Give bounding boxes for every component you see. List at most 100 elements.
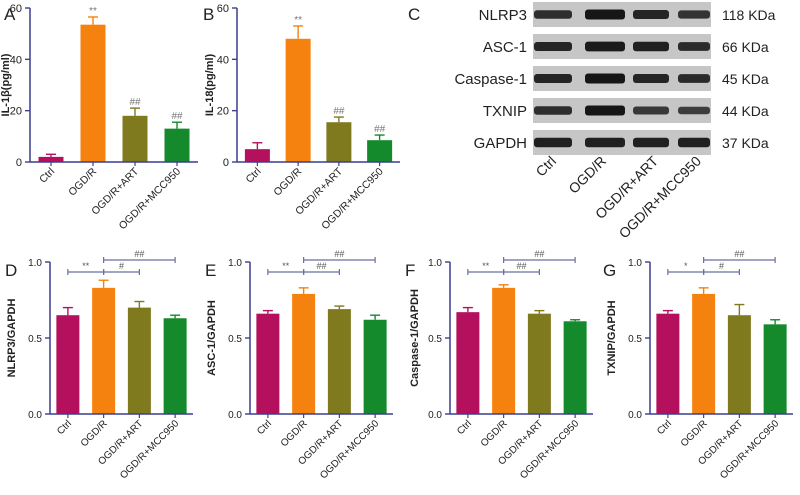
y-tick-label: 20 [217,106,229,118]
molecular-weight-label: 66 KDa [722,39,769,55]
bar [38,156,64,162]
significance-mark: ** [294,15,302,26]
y-tick-label: 0.0 [28,410,42,421]
blot-band [585,105,625,116]
bar [563,321,587,414]
molecular-weight-label: 45 KDa [722,71,769,87]
category-tick-label: Ctrl [655,418,674,437]
category-tick-label: OGD/R [66,165,99,198]
protein-label: GAPDH [474,135,527,152]
significance-label: * [684,261,688,271]
y-tick-label: 40 [10,54,22,66]
significance-mark: ## [374,124,386,135]
chart-panel-b: BCtrl**OGD/R##OGD/R+ART##OGD/R+MCC950020… [203,3,400,232]
significance-label: ## [316,261,326,271]
panel-letter: B [203,5,214,24]
significance-label: # [719,261,724,271]
y-tick-label: 1.0 [628,258,642,269]
bar [656,313,680,414]
blot-band [534,73,572,84]
y-axis-label: Caspase-1/GAPDH [409,289,421,387]
panel-letter: C [408,5,420,24]
category-tick-label: OGD/R [79,418,110,449]
molecular-weight-label: 118 KDa [722,7,776,23]
blot-band [534,137,572,148]
y-tick-label: 1.0 [228,258,242,269]
significance-mark: ## [333,106,345,117]
bar [456,312,480,414]
blot-band [678,10,710,19]
bar [163,318,187,414]
bar [363,319,387,414]
category-tick-label: OGD/R [271,165,304,198]
significance-mark: ## [129,97,141,108]
category-tick-label: OGD/R [479,418,510,449]
panel-letter: A [4,5,16,24]
y-tick-label: 60 [217,3,229,15]
bar [92,287,116,414]
blot-band [534,41,572,52]
bar [763,324,787,414]
y-tick-label: 40 [217,54,229,66]
y-axis-label: TXNIP/GAPDH [606,300,618,375]
bar [122,115,148,162]
significance-label: ** [82,261,90,271]
chart-panel-a: ACtrl**OGD/R##OGD/R+ART##OGD/R+MCC950020… [0,3,198,232]
category-tick-label: Ctrl [255,418,274,437]
blot-band [585,9,625,20]
bar [285,38,311,162]
lane-label: OGD/R+MCC950 [616,153,705,242]
molecular-weight-label: 44 KDa [722,103,769,119]
y-tick-label: 1.0 [28,258,42,269]
bar [127,307,151,414]
blot-band [534,106,572,115]
y-tick-label: 0.0 [428,410,442,421]
category-tick-label: OGD/R [279,418,310,449]
blot-band [678,42,710,51]
significance-label: ## [334,249,344,259]
y-tick-label: 0.5 [28,334,42,345]
bar [326,122,352,162]
blot-band [633,137,669,148]
bar [527,313,551,414]
y-tick-label: 0 [223,157,229,169]
y-tick-label: 0.0 [228,410,242,421]
y-tick-label: 20 [10,106,22,118]
lane-label: Ctrl [532,153,559,180]
significance-label: ** [282,261,290,271]
blot-band [585,73,625,84]
y-tick-label: 0.5 [228,334,242,345]
significance-label: ## [516,261,526,271]
protein-label: Caspase-1 [454,71,527,88]
bar [327,309,351,414]
bar [164,128,190,162]
y-axis-label: NLRP3/GAPDH [6,299,18,378]
bar [80,24,106,162]
molecular-weight-label: 37 KDa [722,135,769,151]
panel-letter: E [205,261,216,280]
bar [56,315,80,414]
bar [244,149,270,162]
bar [492,287,516,414]
panel-letter: D [5,261,17,280]
western-blot-panel: C NLRP3 118 KDa ASC-1 66 KDa Caspase-1 45 KDa T… [408,2,776,241]
bar [727,315,751,414]
bar [256,313,280,414]
y-axis-label: IL-1β(pg/ml) [0,53,12,116]
significance-label: # [119,261,124,271]
significance-label: ** [482,261,490,271]
y-tick-label: 60 [10,3,22,15]
category-tick-label: Ctrl [55,418,74,437]
bar [292,293,316,414]
significance-mark: ## [171,111,183,122]
category-tick-label: OGD/R [679,418,710,449]
panel-letter: F [405,261,415,280]
blot-band [633,106,669,115]
y-tick-label: 0.0 [628,410,642,421]
blot-band [678,137,710,148]
protein-label: NLRP3 [479,7,527,24]
